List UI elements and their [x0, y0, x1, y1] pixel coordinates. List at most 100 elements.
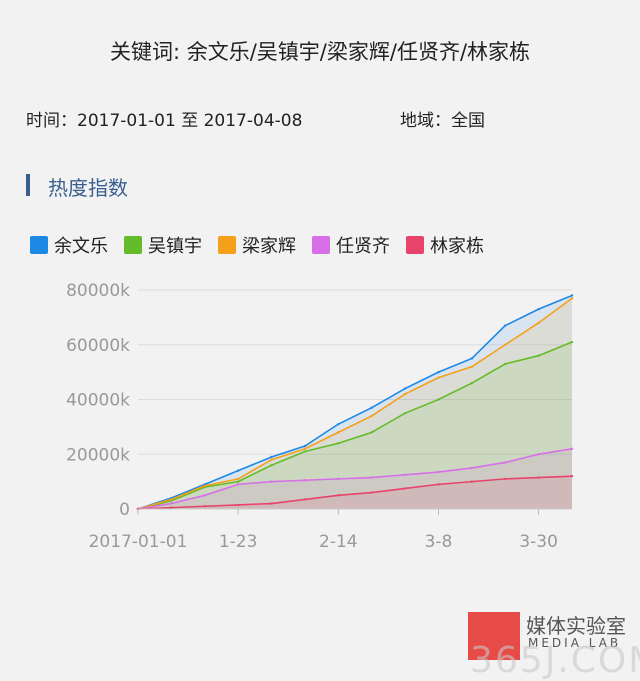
y-tick-label: 0	[119, 500, 130, 520]
y-tick-label: 20000k	[66, 445, 130, 465]
data-point	[170, 502, 173, 505]
data-point	[370, 491, 373, 494]
legend-item[interactable]: 林家栋	[406, 232, 484, 258]
data-point	[504, 343, 507, 346]
legend-item[interactable]: 吴镇宇	[124, 232, 202, 258]
data-point	[203, 484, 206, 487]
data-point	[236, 503, 240, 507]
data-point	[570, 340, 574, 344]
legend-swatch	[218, 236, 236, 254]
section-marker	[26, 174, 30, 196]
x-tick-label: 2017-01-01	[89, 532, 188, 552]
legend-label: 梁家辉	[242, 236, 296, 257]
data-point	[437, 370, 440, 374]
data-point	[270, 480, 273, 483]
data-point	[470, 365, 474, 368]
y-tick-label: 80000k	[66, 281, 130, 301]
data-point	[537, 307, 540, 311]
data-point	[537, 354, 540, 357]
data-point	[570, 447, 574, 450]
data-point	[303, 498, 307, 501]
data-point	[303, 479, 307, 482]
data-point	[570, 474, 574, 478]
legend-item[interactable]: 余文乐	[30, 232, 108, 258]
data-point	[236, 477, 240, 481]
data-point	[337, 477, 340, 481]
data-point	[437, 483, 440, 486]
legend-swatch	[406, 236, 424, 254]
data-point	[570, 297, 574, 300]
data-point	[270, 502, 273, 505]
y-tick-label: 60000k	[66, 336, 130, 356]
data-point	[303, 450, 307, 453]
data-point	[203, 505, 206, 508]
data-point	[504, 477, 507, 481]
data-point	[470, 357, 474, 360]
data-point	[403, 487, 407, 490]
data-point	[236, 469, 240, 472]
series-line	[137, 294, 573, 510]
data-point	[437, 398, 440, 401]
data-point	[236, 483, 240, 486]
watermark-name: 媒体实验室	[526, 614, 626, 638]
data-point	[370, 414, 373, 418]
time-range: 时间：2017-01-01 至 2017-04-08	[26, 111, 303, 131]
data-point	[337, 431, 340, 434]
series-area	[138, 476, 572, 509]
series-line	[137, 297, 573, 510]
data-point	[370, 406, 373, 409]
data-point	[437, 376, 440, 379]
data-point	[370, 431, 373, 434]
data-point	[504, 461, 507, 464]
series-area	[138, 342, 572, 509]
legend-swatch	[30, 236, 48, 254]
x-tick-label: 3-30	[519, 532, 558, 552]
series-area	[138, 298, 572, 509]
data-point	[270, 455, 273, 459]
legend: 余文乐 吴镇宇 梁家辉 任贤齐 林家栋	[30, 232, 500, 258]
legend-swatch	[124, 236, 142, 254]
data-point	[270, 464, 273, 467]
legend-item[interactable]: 任贤齐	[312, 232, 390, 258]
data-point	[537, 453, 540, 456]
chart-title: 关键词: 余文乐/吴镇宇/梁家辉/任贤齐/林家栋	[109, 40, 531, 64]
data-point	[403, 387, 407, 390]
legend-swatch	[312, 236, 330, 254]
data-point	[170, 506, 173, 509]
x-tick-label: 2-14	[319, 532, 358, 552]
x-tick-label: 3-8	[425, 532, 453, 552]
data-point	[570, 294, 574, 297]
watermark-url: 365J.COM	[470, 640, 640, 681]
data-point	[504, 362, 507, 366]
region-label: 地域：全国	[400, 111, 485, 131]
legend-item[interactable]: 梁家辉	[218, 232, 296, 258]
series-line	[137, 341, 573, 510]
legend-label: 吴镇宇	[148, 236, 202, 257]
data-point	[437, 470, 440, 474]
data-point	[504, 324, 507, 327]
data-point	[403, 392, 407, 396]
legend-label: 余文乐	[54, 236, 108, 257]
data-point	[537, 476, 540, 479]
series-line	[137, 475, 573, 510]
data-point	[303, 444, 307, 448]
data-point	[470, 466, 474, 470]
data-point	[537, 321, 540, 325]
watermark-sub: MEDIA LAB	[528, 636, 622, 650]
data-point	[370, 476, 373, 479]
y-tick-label: 40000k	[66, 391, 130, 411]
data-point	[337, 442, 340, 445]
series-area	[138, 295, 572, 509]
data-point	[403, 473, 407, 476]
data-point	[170, 498, 173, 501]
data-point	[270, 458, 273, 461]
data-point	[337, 422, 340, 426]
data-point	[403, 411, 407, 415]
media-lab-logo	[468, 612, 520, 660]
data-point	[337, 494, 340, 497]
data-point	[236, 480, 240, 483]
data-point	[470, 381, 474, 385]
section-title: 热度指数	[48, 176, 128, 200]
legend-label: 任贤齐	[336, 236, 390, 257]
